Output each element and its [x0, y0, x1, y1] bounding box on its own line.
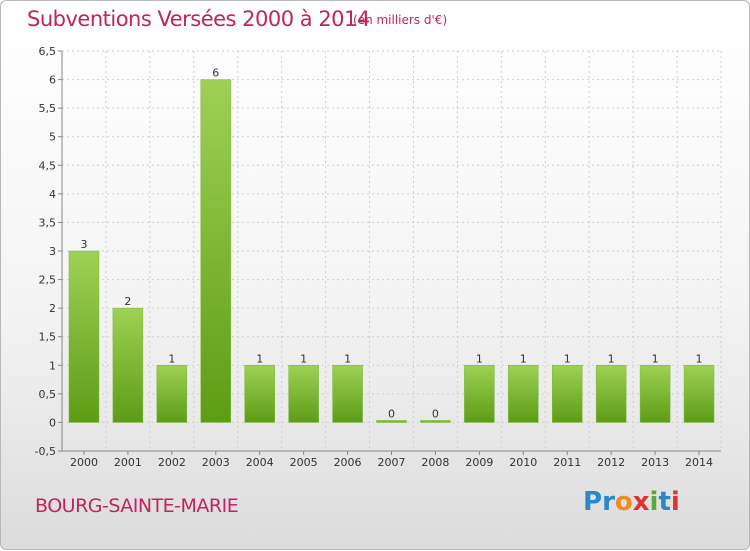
- bar-2004[interactable]: [244, 365, 275, 423]
- x-tick-label: 2001: [114, 456, 142, 469]
- x-tick-label: 2006: [334, 456, 362, 469]
- bar-2012[interactable]: [595, 365, 627, 423]
- bar-value-label: 1: [256, 352, 263, 365]
- y-tick-label: 3,5: [39, 216, 57, 229]
- bar-2001[interactable]: [112, 307, 144, 423]
- logo-letter: P: [583, 487, 603, 517]
- x-tick-label: 2010: [509, 456, 537, 469]
- x-tick-label: 2013: [641, 456, 669, 469]
- x-tick-label: 2007: [378, 456, 406, 469]
- bar-value-label: 1: [476, 352, 483, 365]
- y-tick-label: 6: [49, 74, 56, 87]
- bar-value-label: 6: [212, 67, 219, 80]
- bar-2009[interactable]: [464, 365, 495, 423]
- bar-value-label: 1: [696, 352, 703, 365]
- bar-value-label: 3: [80, 238, 87, 251]
- bar-value-label: 2: [124, 295, 131, 308]
- bar-2007[interactable]: [376, 420, 407, 423]
- x-tick-label: 2011: [553, 456, 581, 469]
- x-tick-label: 2012: [597, 456, 625, 469]
- y-tick-label: 6,5: [39, 45, 57, 58]
- y-tick-label: 4,5: [39, 159, 57, 172]
- bar-2008[interactable]: [420, 420, 451, 423]
- axes: [58, 50, 721, 455]
- logo-letter: i: [649, 487, 659, 517]
- bar-2000[interactable]: [68, 250, 100, 423]
- logo-letter: o: [614, 487, 633, 517]
- bar-value-label: 1: [344, 352, 351, 365]
- bar-value-label: 0: [432, 407, 439, 420]
- x-tick-label: 2004: [246, 456, 274, 469]
- chart-unit-note: (en milliers d'€): [353, 13, 448, 27]
- bar-2003[interactable]: [200, 79, 232, 423]
- logo-letter: x: [632, 487, 650, 517]
- chart-title: Subventions Versées 2000 à 2014: [27, 7, 370, 31]
- x-tick-label: 2009: [465, 456, 493, 469]
- x-tick-label: 2014: [685, 456, 713, 469]
- bar-2013[interactable]: [639, 365, 671, 423]
- bar-2006[interactable]: [332, 365, 363, 423]
- y-tick-label: 4: [49, 188, 56, 201]
- labels: -0,5 0 0,5 1 1,5 2 2,5 3 3,5 4 4,5 5 5,5 6 6,5 3 2000 2 20…: [35, 45, 714, 469]
- bar-value-label: 1: [168, 352, 175, 365]
- x-tick-label: 2008: [421, 456, 449, 469]
- y-tick-label: 2: [49, 302, 56, 315]
- y-tick-label: 5: [49, 131, 56, 144]
- y-tick-label: 1: [49, 359, 56, 372]
- logo-letter: t: [658, 487, 671, 517]
- x-tick-label: 2005: [290, 456, 318, 469]
- bar-value-label: 1: [564, 352, 571, 365]
- bar-2014[interactable]: [683, 365, 715, 423]
- bar-value-label: 1: [520, 352, 527, 365]
- bar-2002[interactable]: [156, 365, 188, 423]
- x-tick-label: 2002: [158, 456, 186, 469]
- bar-value-label: 1: [608, 352, 615, 365]
- bar-2005[interactable]: [288, 365, 319, 423]
- y-tick-label: 5,5: [39, 102, 57, 115]
- bar-2011[interactable]: [551, 365, 583, 423]
- logo-letter: i: [670, 487, 680, 517]
- y-tick-label: 2,5: [39, 274, 57, 287]
- bar-value-label: 0: [388, 407, 395, 420]
- x-tick-label: 2003: [202, 456, 230, 469]
- logo-letter: r: [602, 487, 615, 517]
- y-tick-label: 1,5: [39, 331, 57, 344]
- y-tick-label: 0,5: [39, 388, 57, 401]
- place-name: BOURG-SAINTE-MARIE: [35, 495, 239, 517]
- y-tick-label: 0: [49, 416, 56, 429]
- y-tick-label: -0,5: [35, 445, 56, 458]
- bars: [68, 79, 715, 423]
- bar-value-label: 1: [300, 352, 307, 365]
- bar-value-label: 1: [652, 352, 659, 365]
- y-tick-label: 3: [49, 245, 56, 258]
- bar-2010[interactable]: [508, 365, 539, 423]
- x-tick-label: 2000: [70, 456, 98, 469]
- proxiti-logo[interactable]: Proxiti: [583, 487, 680, 517]
